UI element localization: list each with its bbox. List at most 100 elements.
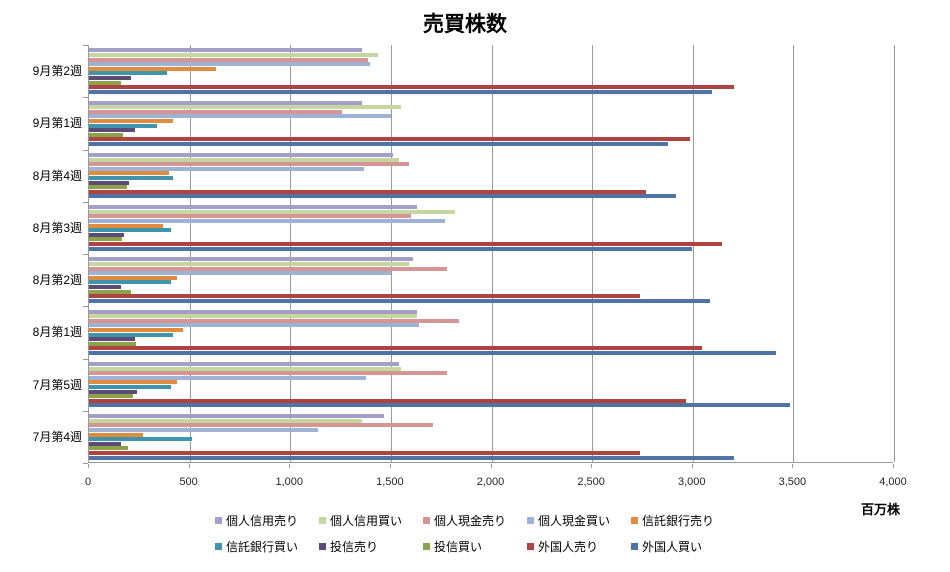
legend-item-信託銀行買い: 信託銀行買い (215, 538, 319, 555)
legend-item-個人現金売り: 個人現金売り (423, 512, 527, 529)
legend-item-外国人買い: 外国人買い (631, 538, 735, 555)
y-axis-tick (83, 306, 88, 308)
y-axis-tick (83, 201, 88, 203)
bar-個人信用売り-7月第4週 (89, 414, 385, 419)
bar-個人信用買い-8月第4週 (89, 157, 399, 162)
bar-投信売り-8月第4週 (89, 180, 130, 185)
legend: 個人信用売り 個人信用買い 個人現金売り 個人現金買い 信託銀行売り信託銀行買い 投信売り… (0, 512, 950, 555)
bar-個人現金買い-8月第1週 (89, 323, 419, 328)
gridline-4000 (894, 45, 895, 462)
bar-個人信用買い-8月第2週 (89, 262, 409, 267)
legend-row-2: 信託銀行買い 投信売り 投信買い 外国人売り 外国人買い (215, 538, 735, 555)
bar-信託銀行売り-8月第3週 (89, 223, 164, 228)
legend-swatch-icon (215, 517, 222, 524)
x-axis-tick (490, 464, 492, 468)
legend-swatch-icon (319, 543, 326, 550)
bar-個人現金売り-8月第4週 (89, 162, 409, 167)
legend-swatch-icon (527, 543, 534, 550)
bar-外国人売り-8月第1週 (89, 346, 703, 351)
bar-外国人売り-8月第4週 (89, 189, 646, 194)
bar-投信売り-7月第4週 (89, 441, 122, 446)
bar-投信買い-9月第2週 (89, 80, 122, 85)
x-axis-tick (88, 464, 89, 468)
legend-label: 信託銀行売り (642, 514, 715, 528)
bar-信託銀行買い-7月第5週 (89, 384, 172, 389)
x-axis-tick (893, 464, 894, 468)
bar-個人現金買い-8月第3週 (89, 218, 445, 223)
y-axis-label-8月第1週: 8月第1週 (32, 325, 82, 340)
bar-信託銀行売り-9月第1週 (89, 119, 174, 124)
bar-group-9月第2週 (89, 45, 893, 97)
bar-外国人売り-8月第3週 (89, 241, 723, 246)
bar-外国人買い-8月第4週 (89, 194, 676, 199)
bar-個人現金売り-7月第4週 (89, 423, 433, 428)
bar-投信買い-7月第5週 (89, 394, 134, 399)
gridline-2500 (592, 45, 594, 462)
bar-個人現金買い-8月第4週 (89, 166, 365, 171)
bar-個人現金売り-9月第1週 (89, 109, 343, 114)
gridline-500 (189, 45, 191, 462)
bar-個人現金買い-9月第1週 (89, 114, 391, 119)
bar-個人信用売り-9月第1週 (89, 100, 363, 105)
bar-個人信用売り-8月第4週 (89, 152, 393, 157)
bar-group-8月第2週 (89, 254, 893, 306)
bar-投信買い-9月第1週 (89, 132, 124, 137)
bar-投信買い-8月第4週 (89, 185, 128, 190)
legend-swatch-icon (423, 517, 430, 524)
y-axis-label-7月第4週: 7月第4週 (32, 429, 82, 444)
x-axis-tick (289, 464, 291, 468)
gridline-1500 (390, 45, 392, 462)
bar-信託銀行売り-7月第4週 (89, 432, 144, 437)
bar-個人信用売り-8月第3週 (89, 205, 417, 210)
legend-swatch-icon (527, 517, 534, 524)
bar-group-7月第5週 (89, 359, 893, 411)
bar-個人現金買い-8月第2週 (89, 271, 391, 276)
y-axis-tick (83, 410, 88, 412)
bar-外国人売り-8月第2週 (89, 294, 640, 299)
y-axis-label-8月第3週: 8月第3週 (32, 220, 82, 235)
bar-投信売り-8月第1週 (89, 337, 136, 342)
bar-個人信用買い-8月第3週 (89, 209, 455, 214)
y-axis-label-7月第5週: 7月第5週 (32, 377, 82, 392)
gridline-2000 (491, 45, 493, 462)
bar-外国人売り-9月第1週 (89, 137, 690, 142)
bar-group-8月第1週 (89, 306, 893, 358)
bar-信託銀行売り-7月第5週 (89, 380, 178, 385)
plot-area (88, 45, 895, 463)
legend-item-投信買い: 投信買い (423, 538, 527, 555)
bar-投信売り-7月第5週 (89, 389, 138, 394)
bar-個人信用売り-8月第2週 (89, 257, 413, 262)
bar-個人現金買い-9月第2週 (89, 62, 371, 67)
bar-信託銀行買い-8月第1週 (89, 332, 174, 337)
legend-item-個人信用売り: 個人信用売り (215, 512, 319, 529)
y-axis-label-8月第4週: 8月第4週 (32, 168, 82, 183)
chart-title: 売買株数 (423, 13, 507, 36)
legend-label: 外国人売り (538, 540, 599, 554)
gridline-3500 (793, 45, 795, 462)
bar-group-9月第1週 (89, 97, 893, 149)
x-axis-tick (188, 464, 190, 468)
bar-個人現金買い-7月第5週 (89, 375, 367, 380)
x-axis-label-500: 500 (179, 476, 198, 488)
bar-外国人買い-8月第1週 (89, 351, 777, 356)
legend-label: 投信買い (434, 540, 483, 554)
legend-item-個人現金買い: 個人現金買い (527, 512, 631, 529)
y-axis-label-9月第2週: 9月第2週 (32, 64, 82, 79)
bar-個人現金売り-8月第1週 (89, 318, 459, 323)
legend-swatch-icon (215, 543, 222, 550)
bar-個人信用買い-9月第1週 (89, 105, 401, 110)
x-axis-label-2,500: 2,500 (577, 476, 605, 488)
bar-信託銀行買い-9月第1週 (89, 123, 158, 128)
y-axis-tick (83, 463, 88, 464)
bar-外国人売り-7月第5週 (89, 398, 686, 403)
bar-個人現金売り-8月第2週 (89, 266, 447, 271)
legend-label: 個人現金売り (434, 514, 507, 528)
legend-label: 外国人買い (642, 540, 703, 554)
bar-信託銀行買い-8月第3週 (89, 228, 172, 233)
bar-個人信用売り-8月第1週 (89, 309, 417, 314)
legend-item-投信売り: 投信売り (319, 538, 423, 555)
bar-信託銀行売り-8月第2週 (89, 275, 178, 280)
bar-外国人買い-8月第2週 (89, 298, 711, 303)
legend-item-個人信用買い: 個人信用買い (319, 512, 423, 529)
y-axis-tick (83, 254, 88, 255)
